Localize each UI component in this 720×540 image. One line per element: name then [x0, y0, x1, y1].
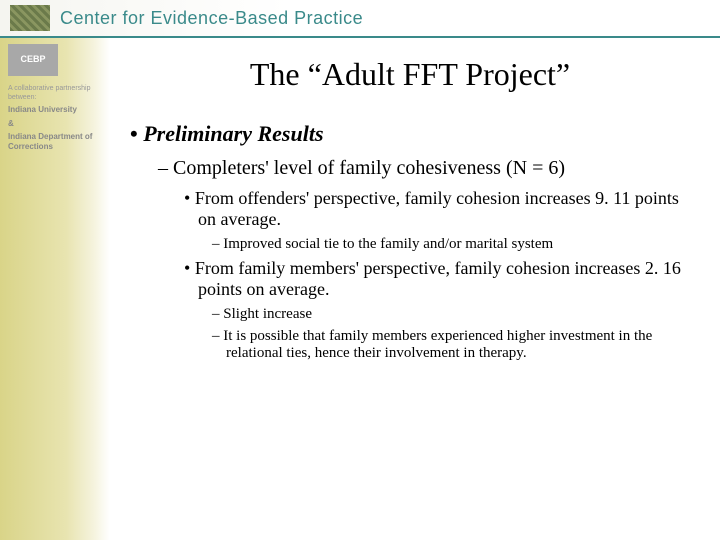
slide-content: The “Adult FFT Project” Preliminary Resu…: [110, 38, 720, 377]
bullet-family-perspective: From family members' perspective, family…: [184, 258, 690, 300]
subheading-completers: Completers' level of family cohesiveness…: [158, 157, 690, 180]
sidebar-ampersand: &: [8, 119, 104, 129]
subbullet-higher-investment: It is possible that family members exper…: [212, 328, 690, 362]
bullet-offenders-perspective: From offenders' perspective, family cohe…: [184, 188, 690, 230]
subbullet-slight-increase: Slight increase: [212, 306, 690, 323]
org-title: Center for Evidence-Based Practice: [60, 8, 363, 29]
subbullet-improved-social-tie: Improved social tie to the family and/or…: [212, 236, 690, 253]
sidebar-partner-1: Indiana University: [8, 105, 104, 115]
slide-title: The “Adult FFT Project”: [130, 56, 690, 93]
sidebar-partner-2: Indiana Department of Corrections: [8, 132, 104, 153]
cebp-logo-icon: CEBP: [8, 44, 58, 76]
sidebar-tagline: A collaborative partnership between:: [8, 84, 104, 102]
heading-preliminary-results: Preliminary Results: [130, 121, 690, 147]
org-logo-icon: [10, 5, 50, 31]
header-bar: Center for Evidence-Based Practice: [0, 0, 720, 36]
sidebar: CEBP A collaborative partnership between…: [0, 38, 110, 540]
